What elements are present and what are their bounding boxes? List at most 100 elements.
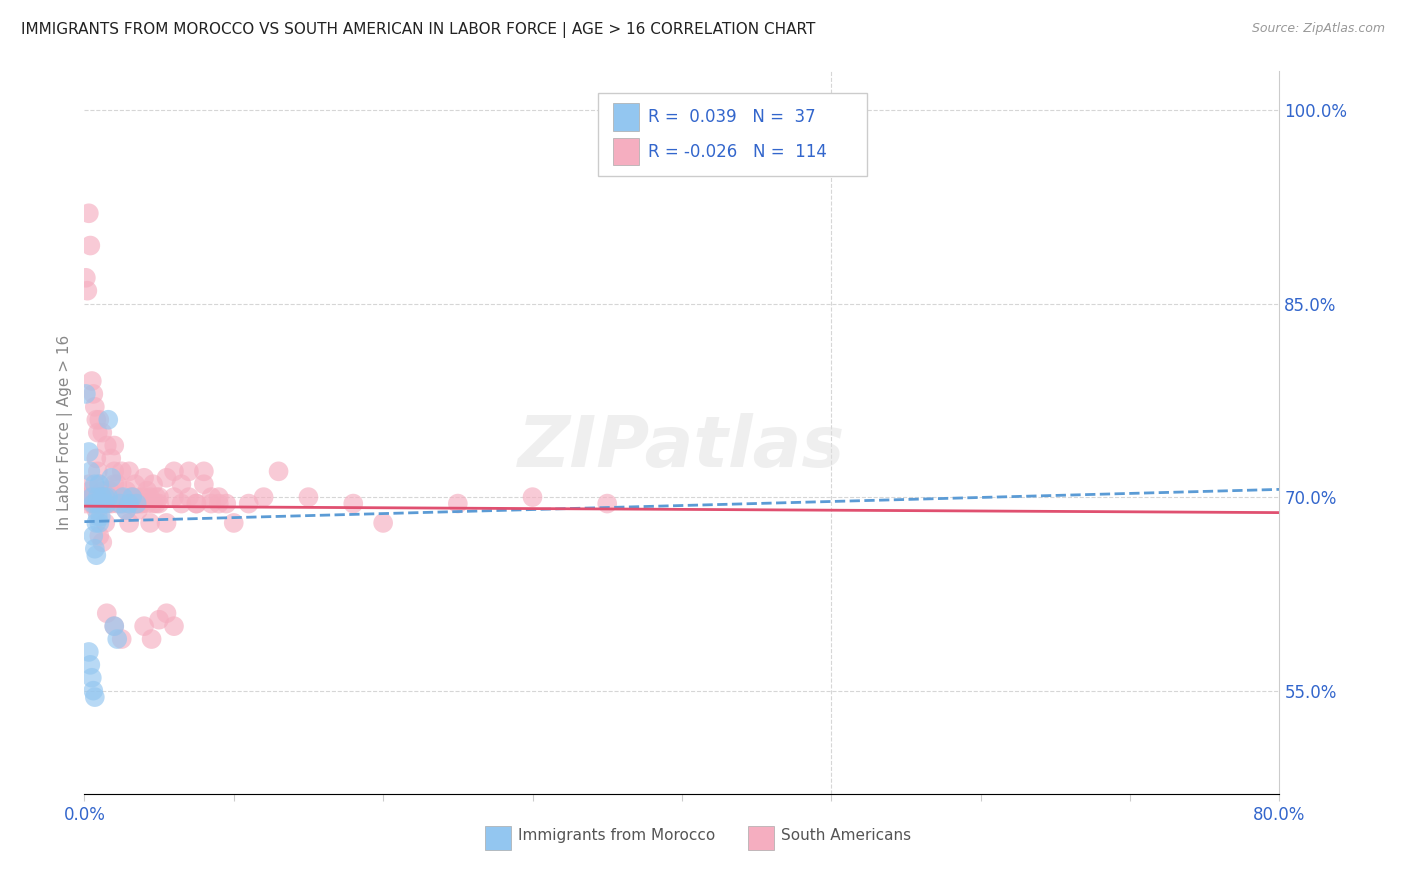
Point: [91, 425, 114, 440]
Point: [97, 490, 120, 504]
Point: [112, 497, 135, 511]
Point: [89, 529, 111, 543]
Point: [112, 497, 135, 511]
Bar: [485, 826, 510, 849]
Point: [139, 516, 162, 530]
Point: [91, 483, 114, 498]
Point: [86, 413, 108, 427]
Point: [124, 497, 146, 511]
Point: [83, 477, 105, 491]
Point: [89, 516, 111, 530]
Point: [170, 497, 193, 511]
Point: [141, 632, 163, 646]
Point: [91, 490, 114, 504]
Point: [136, 497, 159, 511]
Point: [77, 206, 100, 220]
Point: [80, 671, 103, 685]
Point: [121, 490, 143, 504]
Point: [80, 497, 103, 511]
Point: [215, 497, 238, 511]
Point: [82, 683, 104, 698]
Point: [193, 477, 215, 491]
Point: [83, 497, 105, 511]
Y-axis label: In Labor Force | Age > 16: In Labor Force | Age > 16: [58, 335, 73, 530]
Point: [111, 464, 134, 478]
Point: [132, 619, 156, 633]
Point: [96, 438, 118, 452]
Point: [91, 490, 114, 504]
Point: [522, 490, 544, 504]
Bar: [613, 103, 638, 130]
Point: [96, 607, 118, 621]
Point: [145, 490, 167, 504]
Point: [125, 497, 148, 511]
Point: [94, 490, 117, 504]
Point: [118, 516, 141, 530]
Point: [86, 516, 108, 530]
Point: [90, 497, 112, 511]
Point: [148, 490, 170, 504]
Point: [79, 483, 101, 498]
Point: [118, 497, 141, 511]
Point: [105, 477, 128, 491]
Point: [87, 425, 110, 440]
Point: [186, 497, 208, 511]
Point: [208, 490, 231, 504]
Point: [186, 497, 208, 511]
Point: [200, 490, 222, 504]
Point: [142, 497, 165, 511]
FancyBboxPatch shape: [599, 93, 868, 176]
Text: Source: ZipAtlas.com: Source: ZipAtlas.com: [1251, 22, 1385, 36]
Point: [100, 490, 122, 504]
Point: [100, 451, 122, 466]
Point: [121, 490, 143, 504]
Point: [373, 516, 395, 530]
Text: ZIPatlas: ZIPatlas: [519, 413, 845, 482]
Point: [77, 445, 100, 459]
Point: [129, 490, 152, 504]
Point: [177, 490, 200, 504]
Point: [101, 490, 124, 504]
Point: [222, 516, 245, 530]
Point: [90, 509, 112, 524]
Point: [82, 490, 104, 504]
Point: [86, 503, 108, 517]
Text: South Americans: South Americans: [782, 828, 911, 843]
Point: [87, 509, 110, 524]
Point: [100, 471, 122, 485]
Point: [87, 490, 110, 504]
Point: [96, 497, 118, 511]
Point: [155, 516, 177, 530]
Point: [91, 535, 114, 549]
Point: [82, 387, 104, 401]
Point: [253, 490, 276, 504]
Point: [110, 490, 132, 504]
Point: [77, 477, 100, 491]
Point: [129, 497, 152, 511]
Point: [163, 464, 186, 478]
Point: [79, 657, 101, 672]
Point: [115, 503, 138, 517]
Point: [111, 632, 134, 646]
Point: [127, 503, 149, 517]
Point: [96, 497, 118, 511]
Point: [342, 497, 364, 511]
Text: IMMIGRANTS FROM MOROCCO VS SOUTH AMERICAN IN LABOR FORCE | AGE > 16 CORRELATION : IMMIGRANTS FROM MOROCCO VS SOUTH AMERICA…: [21, 22, 815, 38]
Point: [145, 497, 167, 511]
Point: [124, 477, 146, 491]
Text: R = -0.026   N =  114: R = -0.026 N = 114: [648, 143, 827, 161]
Point: [86, 497, 108, 511]
Point: [94, 490, 117, 504]
Point: [105, 632, 128, 646]
Point: [163, 619, 186, 633]
Point: [76, 284, 98, 298]
Point: [103, 464, 125, 478]
Point: [100, 497, 122, 511]
Point: [87, 464, 110, 478]
Point: [77, 645, 100, 659]
Point: [86, 548, 108, 562]
Text: R =  0.039   N =  37: R = 0.039 N = 37: [648, 108, 815, 126]
Bar: [613, 138, 638, 165]
Point: [121, 490, 143, 504]
Point: [105, 497, 128, 511]
